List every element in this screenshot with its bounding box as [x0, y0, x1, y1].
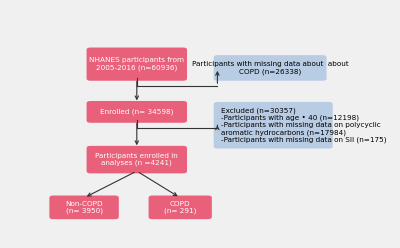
Text: Excluded (n=30357)
-Participants with age • 40 (n=12198)
-Participants with miss: Excluded (n=30357) -Participants with ag… — [222, 107, 387, 143]
Text: Enrolled (n= 34598): Enrolled (n= 34598) — [100, 109, 174, 115]
FancyBboxPatch shape — [86, 146, 187, 173]
FancyBboxPatch shape — [49, 195, 119, 219]
FancyBboxPatch shape — [148, 195, 212, 219]
FancyBboxPatch shape — [86, 101, 187, 123]
Text: Participants with missing data about  about
COPD (n=26338): Participants with missing data about abo… — [192, 61, 348, 75]
Text: COPD
(n= 291): COPD (n= 291) — [164, 201, 196, 214]
Text: Non-COPD
(n= 3950): Non-COPD (n= 3950) — [65, 201, 103, 214]
FancyBboxPatch shape — [214, 55, 326, 81]
FancyBboxPatch shape — [86, 48, 187, 81]
Text: NHANES participants from
2005-2016 (n=60936): NHANES participants from 2005-2016 (n=60… — [89, 57, 184, 71]
FancyBboxPatch shape — [214, 102, 333, 149]
Text: Participants enrolled in
analyses (n =4241): Participants enrolled in analyses (n =42… — [96, 153, 178, 166]
